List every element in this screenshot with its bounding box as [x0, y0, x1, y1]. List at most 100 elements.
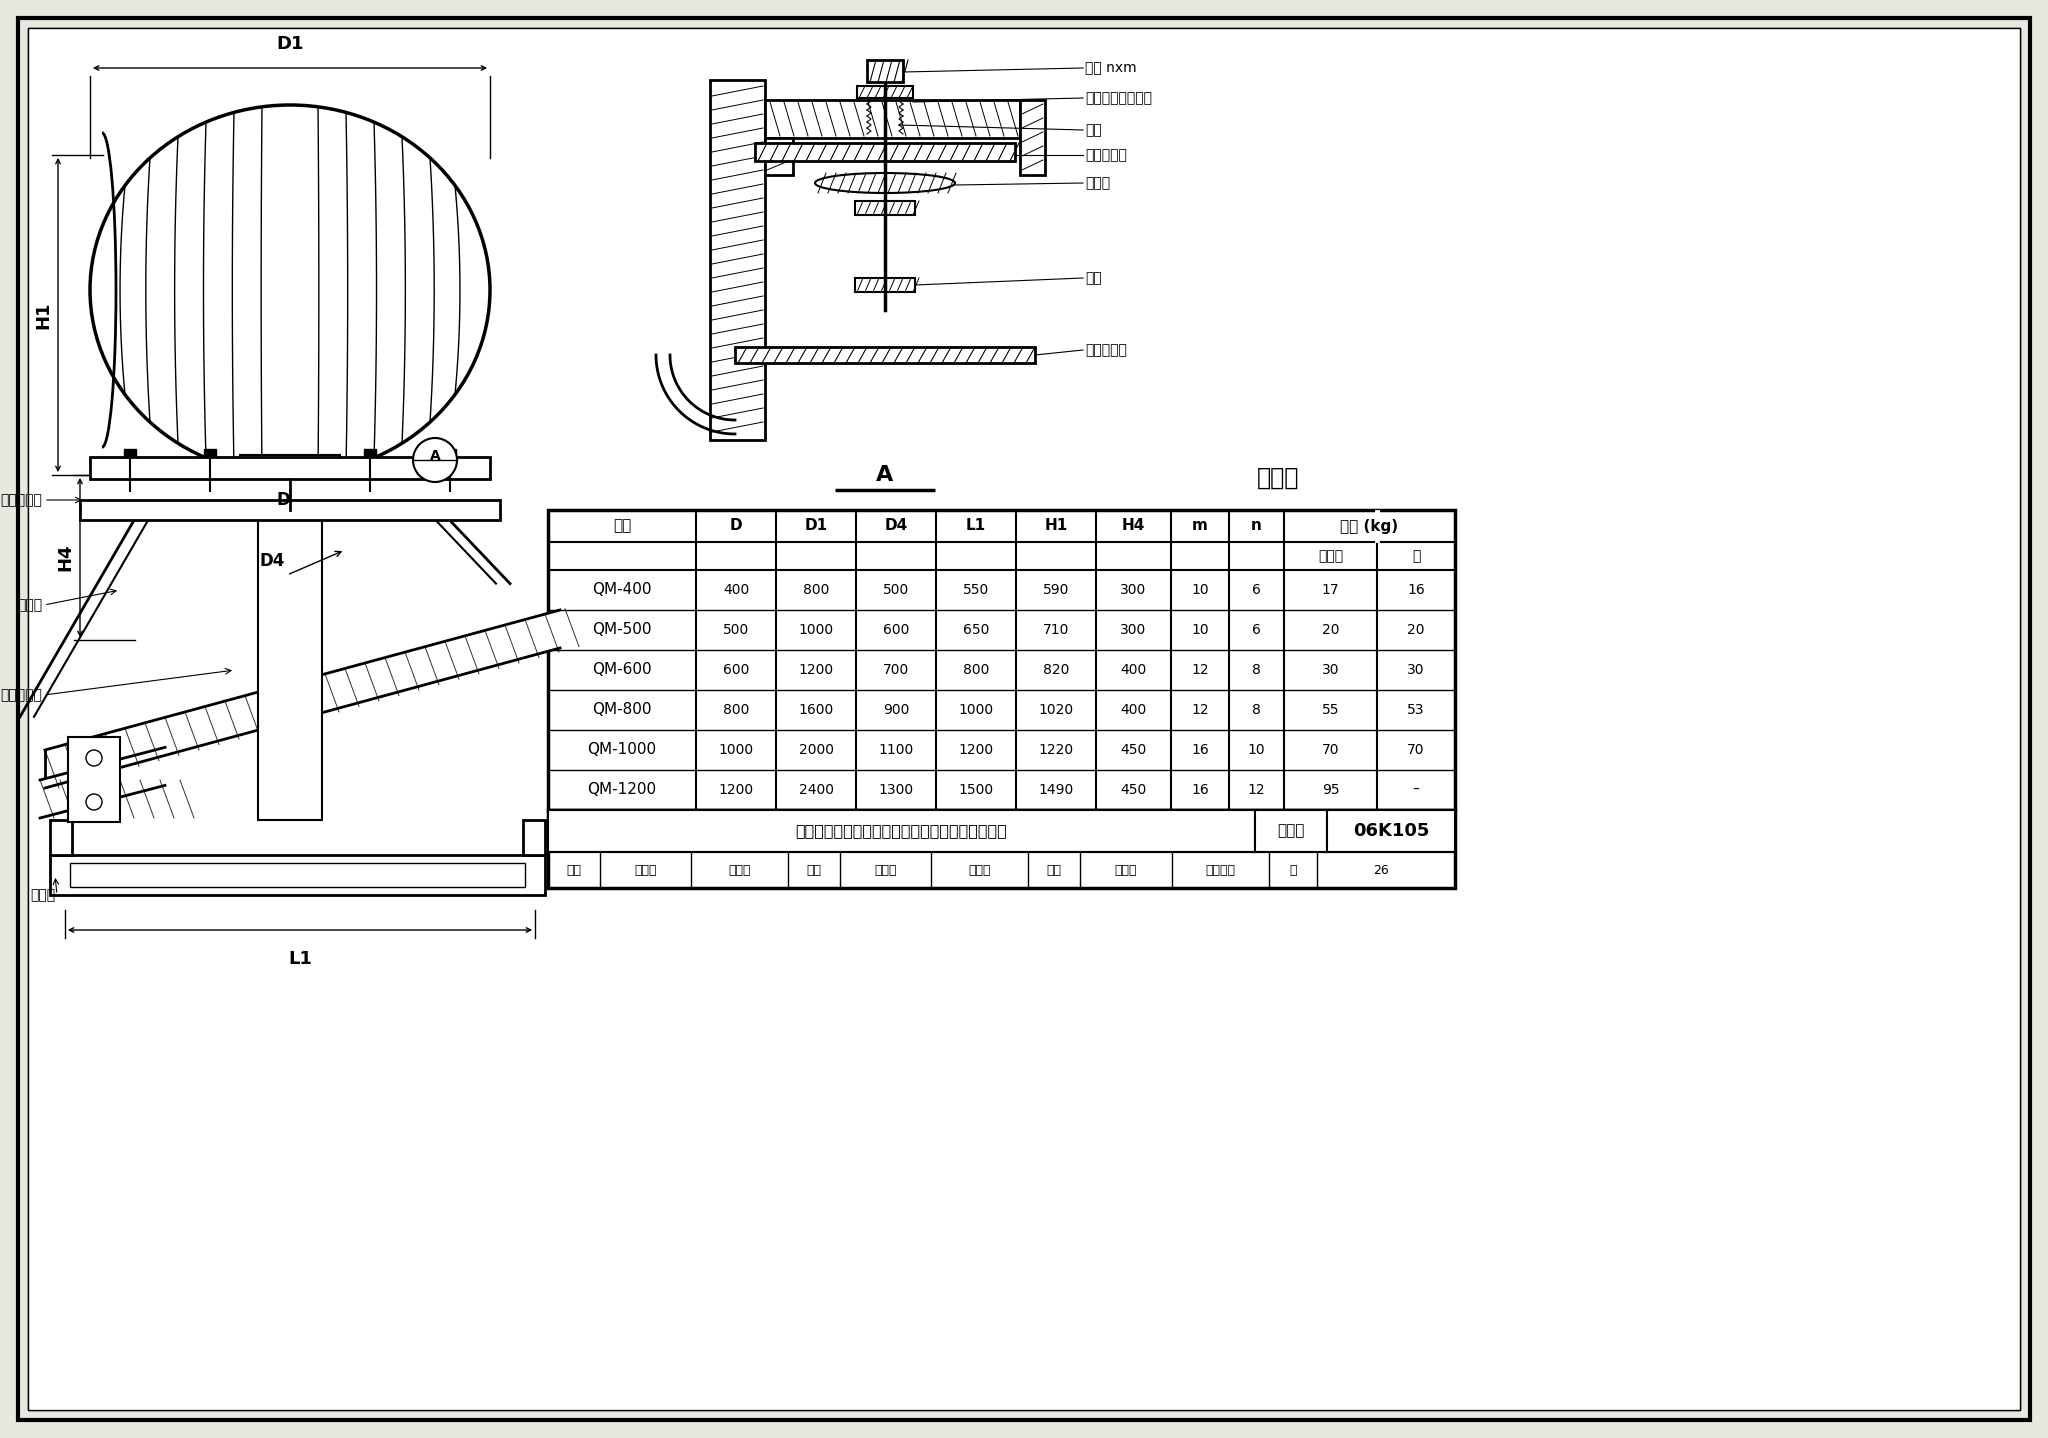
Text: 固定板: 固定板 — [16, 598, 43, 613]
Text: QM-1200: QM-1200 — [588, 782, 657, 798]
Text: 550: 550 — [963, 582, 989, 597]
Text: 温庆寅: 温庆寅 — [635, 863, 657, 877]
Text: 16: 16 — [1192, 743, 1208, 756]
Bar — [49, 856, 545, 894]
Text: 12: 12 — [1247, 784, 1266, 797]
Text: 1500: 1500 — [958, 784, 993, 797]
Bar — [711, 81, 766, 440]
Text: QM-1000: QM-1000 — [588, 742, 657, 758]
Text: 650: 650 — [963, 623, 989, 637]
Text: 旋流通风器: 旋流通风器 — [1085, 148, 1126, 162]
Text: 20: 20 — [1407, 623, 1425, 637]
Polygon shape — [41, 748, 166, 818]
Text: 16: 16 — [1407, 582, 1425, 597]
Text: 审核: 审核 — [567, 863, 582, 877]
Text: 600: 600 — [883, 623, 909, 637]
Text: 1000: 1000 — [799, 623, 834, 637]
Text: 薄钢板底座: 薄钢板底座 — [1085, 344, 1126, 357]
Text: 旋流型屋顶自然通风器钢结构斜屋面上安装示意图: 旋流型屋顶自然通风器钢结构斜屋面上安装示意图 — [795, 824, 1008, 838]
Bar — [90, 457, 489, 479]
Text: m: m — [1192, 519, 1208, 533]
Text: 1490: 1490 — [1038, 784, 1073, 797]
Text: 1600: 1600 — [799, 703, 834, 718]
Bar — [854, 278, 915, 292]
Bar — [549, 810, 1255, 851]
Bar — [735, 347, 1034, 362]
Text: 薄钢板底座: 薄钢板底座 — [0, 493, 43, 508]
Text: 1000: 1000 — [719, 743, 754, 756]
Bar — [856, 86, 913, 98]
Text: H4: H4 — [55, 544, 74, 571]
Text: –: – — [1413, 784, 1419, 797]
Text: 1300: 1300 — [879, 784, 913, 797]
Bar — [240, 454, 340, 477]
Text: 1100: 1100 — [879, 743, 913, 756]
Text: 校对: 校对 — [807, 863, 821, 877]
Text: 1000: 1000 — [958, 703, 993, 718]
Text: 6: 6 — [1251, 623, 1262, 637]
Text: QM-400: QM-400 — [592, 582, 651, 598]
Text: D4: D4 — [260, 552, 285, 569]
Text: 800: 800 — [803, 582, 829, 597]
Text: L1: L1 — [289, 951, 311, 968]
Text: 400: 400 — [1120, 663, 1147, 677]
Ellipse shape — [815, 173, 954, 193]
Text: 型号: 型号 — [612, 519, 631, 533]
Ellipse shape — [90, 105, 489, 475]
Bar — [1255, 810, 1327, 851]
Text: 10: 10 — [1192, 582, 1208, 597]
Bar — [866, 60, 903, 82]
Text: 820: 820 — [1042, 663, 1069, 677]
Bar — [444, 449, 457, 457]
Circle shape — [414, 439, 457, 482]
Text: 铝: 铝 — [1411, 549, 1419, 564]
Text: 1200: 1200 — [958, 743, 993, 756]
Text: 图集号: 图集号 — [1278, 824, 1305, 838]
Text: 汤洪多: 汤洪多 — [729, 863, 752, 877]
Text: 450: 450 — [1120, 784, 1147, 797]
Text: 螺栓 nxm: 螺栓 nxm — [1085, 60, 1137, 75]
Text: QM-500: QM-500 — [592, 623, 651, 637]
Text: 20: 20 — [1321, 623, 1339, 637]
Text: 槽钢框: 槽钢框 — [31, 889, 55, 902]
Text: 06K105: 06K105 — [1354, 823, 1430, 840]
Text: 400: 400 — [1120, 703, 1147, 718]
Bar — [854, 201, 915, 216]
Text: 不锈钢: 不锈钢 — [1319, 549, 1343, 564]
Text: 垫圈: 垫圈 — [1085, 124, 1102, 137]
Text: 30: 30 — [1407, 663, 1425, 677]
Text: n: n — [1251, 519, 1262, 533]
Text: 700: 700 — [883, 663, 909, 677]
Text: 设计: 设计 — [1047, 863, 1061, 877]
Text: 1220: 1220 — [1038, 743, 1073, 756]
Bar — [549, 810, 1454, 889]
Circle shape — [86, 751, 102, 766]
Text: A: A — [877, 464, 893, 485]
Text: 26: 26 — [1374, 863, 1389, 877]
Text: 2400: 2400 — [799, 784, 834, 797]
Text: H1: H1 — [35, 301, 51, 329]
Bar — [365, 449, 377, 457]
Text: H1: H1 — [1044, 519, 1067, 533]
Text: 710: 710 — [1042, 623, 1069, 637]
Bar — [70, 863, 524, 887]
Text: 55: 55 — [1321, 703, 1339, 718]
Text: 30: 30 — [1321, 663, 1339, 677]
Text: QM-600: QM-600 — [592, 663, 651, 677]
Text: 重量 (kg): 重量 (kg) — [1341, 519, 1399, 533]
Bar — [766, 101, 1020, 138]
Text: 12: 12 — [1192, 663, 1208, 677]
Text: 汪朝晖: 汪朝晖 — [874, 863, 897, 877]
Text: L1: L1 — [967, 519, 985, 533]
Bar — [258, 521, 322, 820]
Text: 1200: 1200 — [719, 784, 754, 797]
Text: 12: 12 — [1192, 703, 1208, 718]
Text: D1: D1 — [805, 519, 827, 533]
Text: 尺寸表: 尺寸表 — [1257, 466, 1298, 490]
Bar — [522, 820, 545, 856]
Bar — [756, 142, 1016, 161]
Text: 500: 500 — [723, 623, 750, 637]
Text: QM-800: QM-800 — [592, 703, 651, 718]
Text: 70: 70 — [1321, 743, 1339, 756]
Text: D: D — [276, 490, 291, 509]
